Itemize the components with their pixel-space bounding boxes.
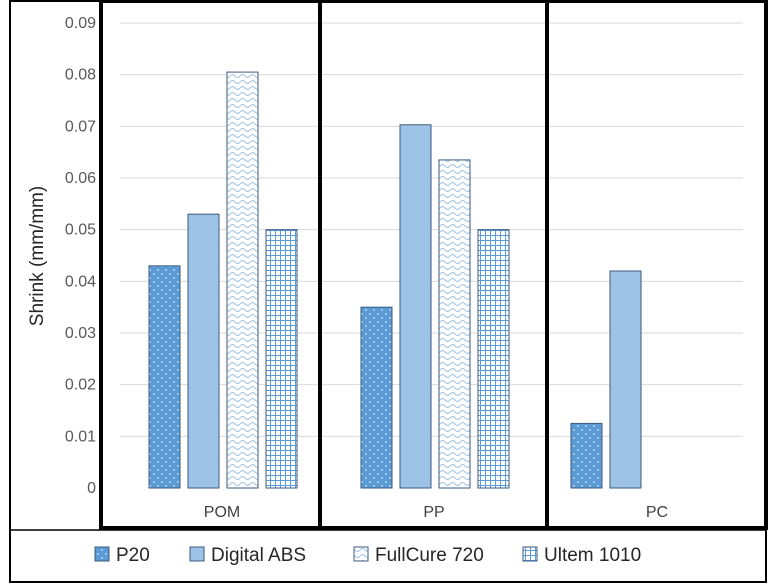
category-label: PP [423, 504, 444, 521]
legend: P20 Digital ABS FullCure 720 Ultem 1010 [94, 545, 641, 566]
bar-digital-abs-pc [609, 270, 642, 489]
legend-label: FullCure 720 [375, 545, 484, 566]
category-panel [318, 0, 549, 530]
legend-box [9, 529, 767, 583]
bar-ultem-1010-pp [477, 229, 510, 489]
y-tick-label: 0.06 [65, 170, 96, 187]
bars [148, 71, 642, 489]
y-tick-label: 0.05 [65, 222, 96, 239]
y-tick-label: 0.01 [65, 428, 96, 445]
bar-fullcure-720-pp [438, 159, 471, 489]
category-label: PC [646, 504, 668, 521]
y-tick-label: 0.03 [65, 325, 96, 342]
legend-swatch [522, 546, 538, 562]
category-panels [99, 0, 768, 530]
bar-fullcure-720-pom [226, 71, 259, 489]
y-tick-label: 0.07 [65, 118, 96, 135]
y-tick-label: 0.04 [65, 273, 96, 290]
y-tick-label: 0.08 [65, 67, 96, 84]
legend-swatch [353, 546, 369, 562]
chart-frame [9, 0, 767, 583]
legend-swatch [94, 546, 110, 562]
legend-swatch [189, 546, 205, 562]
bar-digital-abs-pp [399, 124, 432, 489]
bar-p20-pc [570, 422, 603, 489]
category-panel [545, 0, 768, 530]
category-label: POM [204, 504, 240, 521]
legend-label: P20 [116, 545, 150, 566]
category-labels: POM PP PC [204, 504, 668, 521]
bar-digital-abs-pom [187, 213, 220, 489]
y-tick-label: 0 [87, 480, 96, 497]
legend-label: Ultem 1010 [544, 545, 641, 566]
y-tick-labels: 0 0.01 0.02 0.03 0.04 0.05 0.06 0.07 0.08 0.09 [65, 15, 96, 497]
legend-label: Digital ABS [211, 545, 306, 566]
y-axis-title: Shrink (mm/mm) [27, 186, 48, 326]
y-tick-label: 0.09 [65, 15, 96, 32]
bar-p20-pp [360, 306, 393, 489]
bar-p20-pom [148, 265, 181, 489]
y-tick-label: 0.02 [65, 377, 96, 394]
bar-ultem-1010-pom [265, 229, 298, 489]
